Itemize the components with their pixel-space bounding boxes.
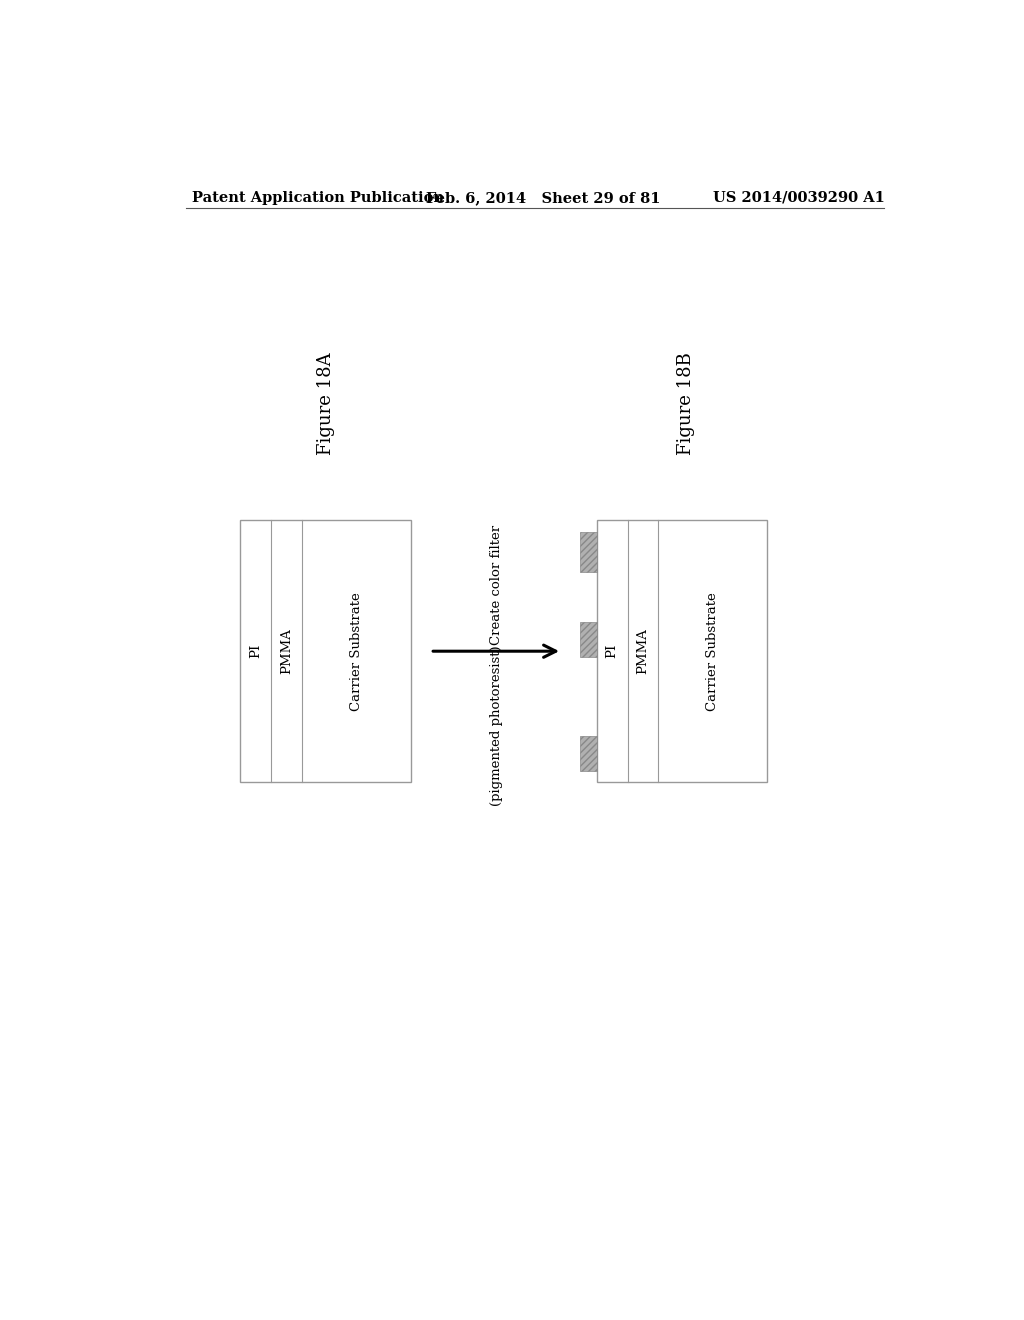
Text: Carrier Substrate: Carrier Substrate [707,591,719,710]
Bar [580,622,597,657]
Text: Patent Application Publication: Patent Application Publication [191,191,443,205]
Text: PI: PI [249,644,262,659]
Bar [241,520,411,781]
Text: PI: PI [606,644,618,659]
Text: US 2014/0039290 A1: US 2014/0039290 A1 [713,191,885,205]
Text: (pigmented photoresist): (pigmented photoresist) [489,645,503,805]
Text: Figure 18A: Figure 18A [316,352,335,455]
Text: Carrier Substrate: Carrier Substrate [350,591,362,710]
Bar [580,532,597,572]
Text: PMMA: PMMA [280,628,293,675]
Bar [597,520,767,781]
Text: PMMA: PMMA [636,628,649,675]
Text: Feb. 6, 2014   Sheet 29 of 81: Feb. 6, 2014 Sheet 29 of 81 [426,191,660,205]
Text: Figure 18B: Figure 18B [677,352,695,455]
Bar [580,737,597,771]
Text: Create color filter: Create color filter [489,525,503,645]
